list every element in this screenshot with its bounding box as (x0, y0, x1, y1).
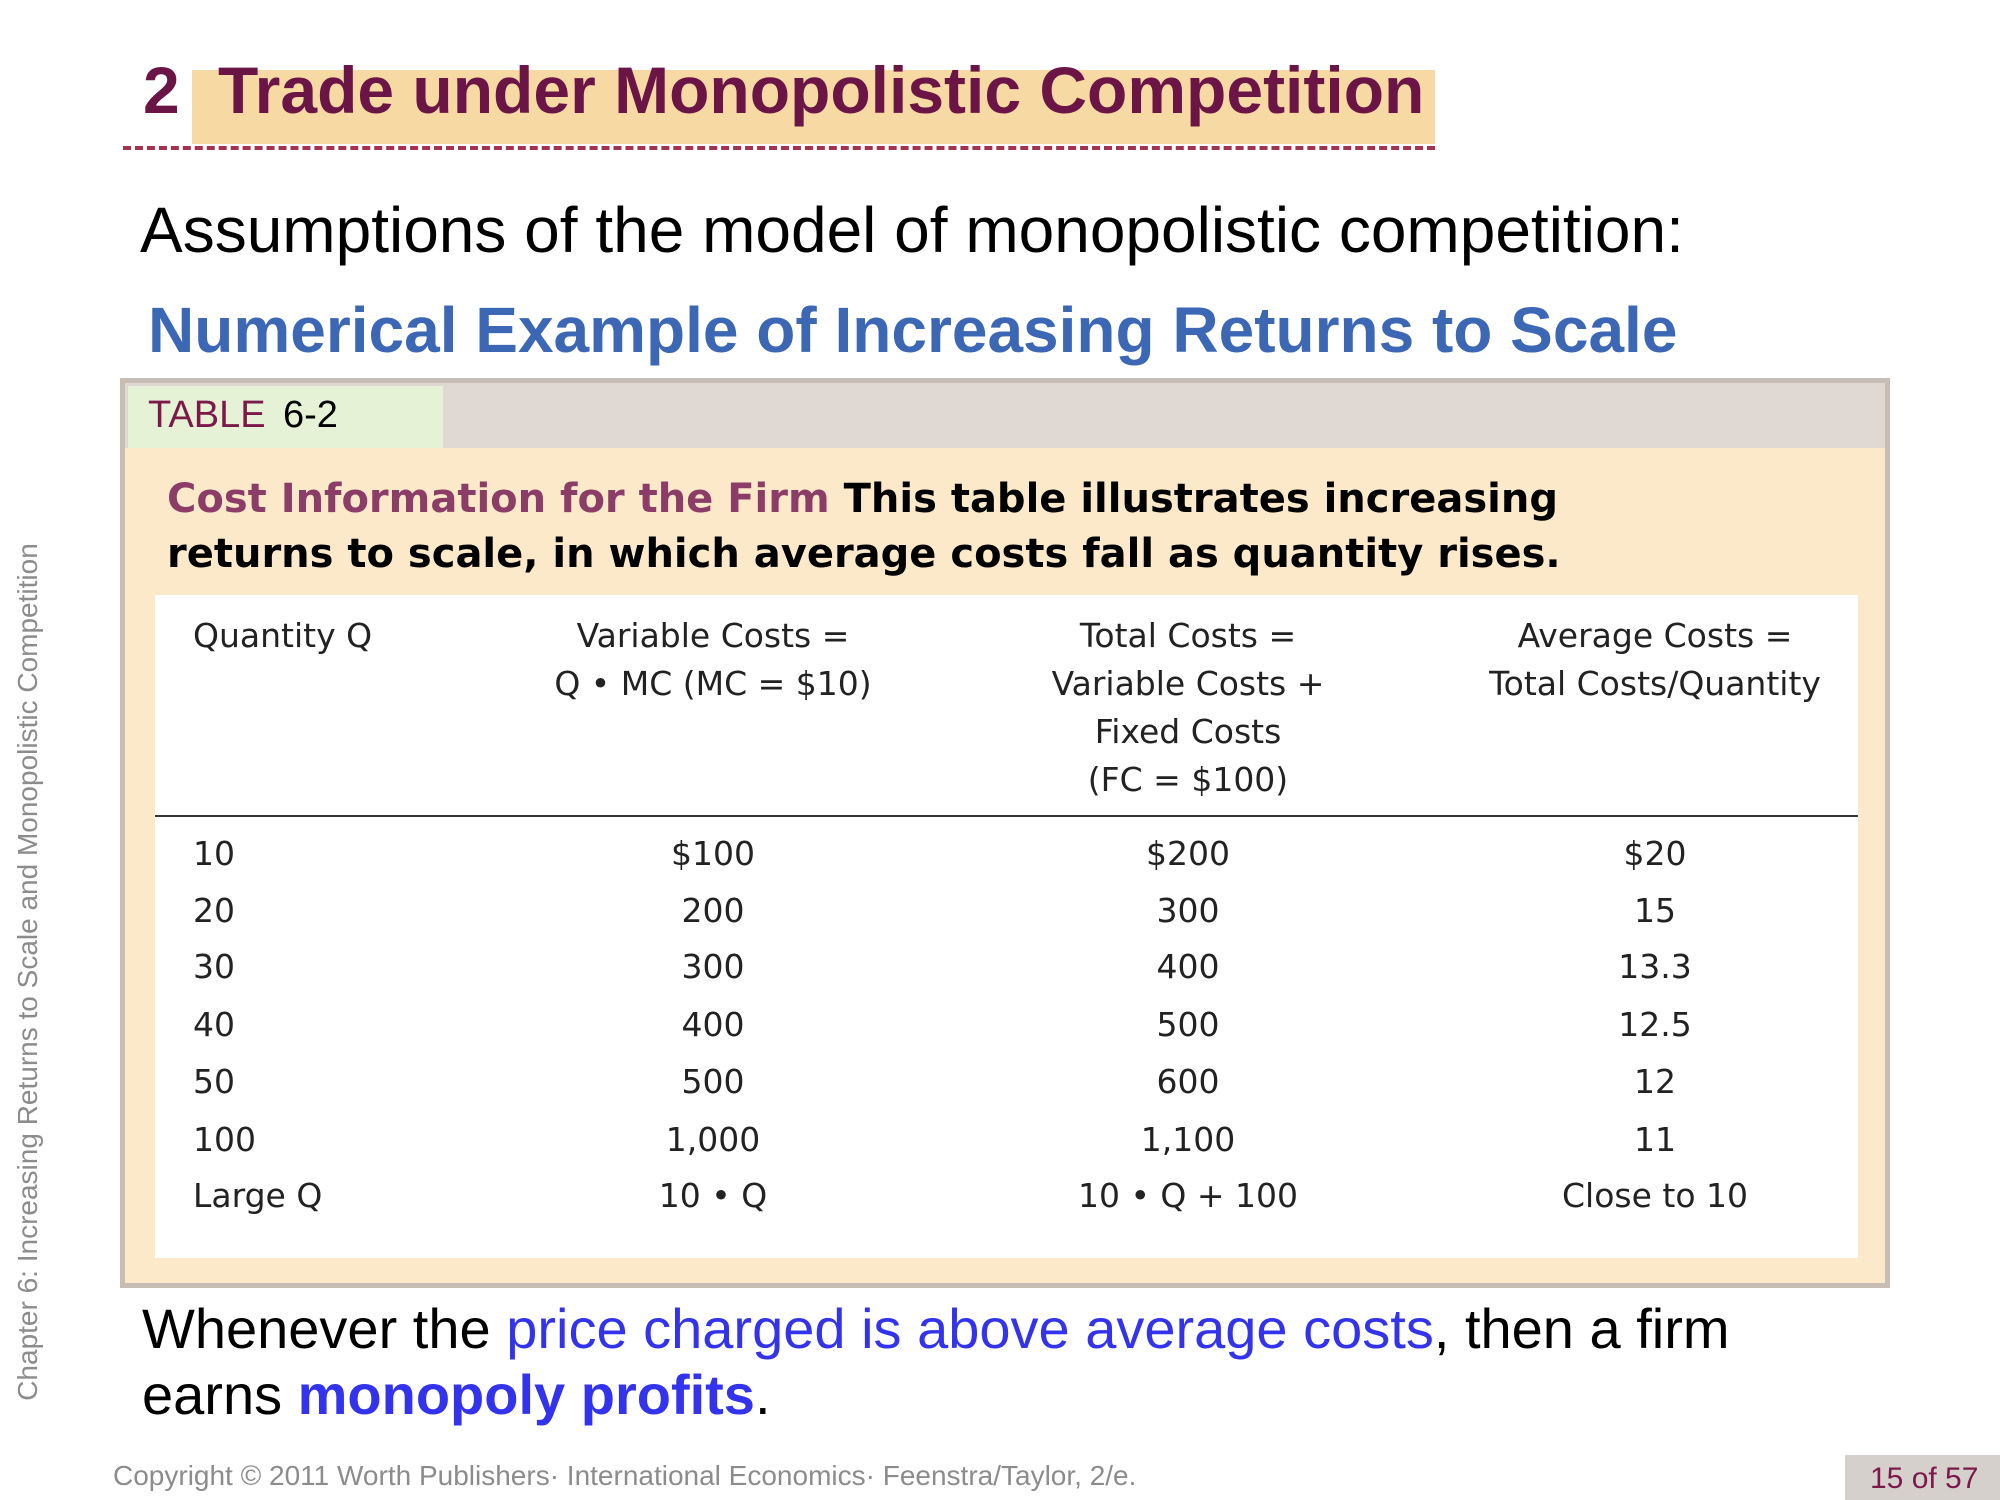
chapter-side-label: Chapter 6: Increasing Returns to Scale a… (12, 543, 43, 1401)
caption-title: Cost Information for the Firm (167, 476, 830, 522)
table-cell: 300 (681, 947, 745, 986)
data-table (155, 595, 1858, 1258)
text: earns (142, 1363, 298, 1426)
subheading: Numerical Example of Increasing Returns … (148, 294, 1678, 366)
table-cell: 13.3 (1618, 947, 1692, 986)
page-number: 15 of 57 (1870, 1462, 1979, 1495)
table-cell: 10 • Q (658, 1176, 768, 1215)
column-header-average-costs: Average Costs = Total Costs/Quantity (1489, 616, 1821, 703)
table-cell: $100 (671, 834, 755, 873)
copyright-footer: Copyright © 2011 Worth Publishers· Inter… (113, 1460, 1137, 1491)
table-cell: 1,100 (1140, 1120, 1236, 1159)
highlight-text: price charged is above average costs (506, 1297, 1434, 1360)
text: Whenever the (142, 1297, 507, 1360)
column-header-quantity: Quantity Q (193, 616, 373, 655)
text: , then a firm (1433, 1297, 1730, 1360)
table-cell: 400 (1156, 947, 1220, 986)
assumptions-heading: Assumptions of the model of monopolistic… (140, 194, 1684, 266)
table-cell: 10 • Q + 100 (1077, 1176, 1299, 1215)
text: . (754, 1363, 771, 1426)
table-cell: Close to 10 (1562, 1176, 1748, 1215)
table-cell: Large Q (193, 1176, 323, 1215)
table-label: TABLE 6-2 (128, 386, 443, 448)
title-divider (123, 146, 1435, 150)
column-header-total-costs: Total Costs = Variable Costs + Fixed Cos… (1051, 616, 1325, 799)
table-cell: 20 (193, 891, 235, 930)
table-cell: 600 (1156, 1062, 1220, 1101)
table-cell: $20 (1623, 834, 1687, 873)
table-cell: 50 (193, 1062, 235, 1101)
section-number: 2 (143, 53, 180, 127)
table-cell: $200 (1146, 834, 1230, 873)
table-cell: 10 (193, 834, 235, 873)
table-cell: 12.5 (1618, 1005, 1692, 1044)
conclusion-line-2: earns monopoly profits. (142, 1362, 771, 1427)
table-cell: 15 (1634, 891, 1676, 930)
table-cell: 30 (193, 947, 235, 986)
conclusion-line-1: Whenever the price charged is above aver… (142, 1296, 1730, 1361)
highlight-text: monopoly profits (297, 1363, 755, 1426)
table-cell: 200 (681, 891, 745, 930)
header-rule (155, 815, 1858, 817)
title-highlight (192, 70, 1435, 144)
table-label-word: TABLE (148, 394, 266, 436)
column-header-variable-costs: Variable Costs = Q • MC (MC = $10) (554, 616, 872, 703)
table-cell: 500 (1156, 1005, 1220, 1044)
table-cell: 300 (1156, 891, 1220, 930)
caption-text: This table illustrates increasing return… (167, 476, 1561, 577)
page-indicator-box (1845, 1455, 2000, 1500)
table-caption: Cost Information for the Firm This table… (167, 472, 1717, 582)
table-cell: 100 (193, 1120, 256, 1159)
table-cell: 12 (1634, 1062, 1676, 1101)
table-cell: 500 (681, 1062, 745, 1101)
table-cell: 11 (1634, 1120, 1676, 1159)
table-cell: 400 (681, 1005, 745, 1044)
slide-title: Trade under Monopolistic Competition (218, 53, 1425, 127)
table-cell: 1,000 (665, 1120, 761, 1159)
table-cell: 40 (193, 1005, 235, 1044)
table-label-number: 6-2 (283, 394, 338, 436)
